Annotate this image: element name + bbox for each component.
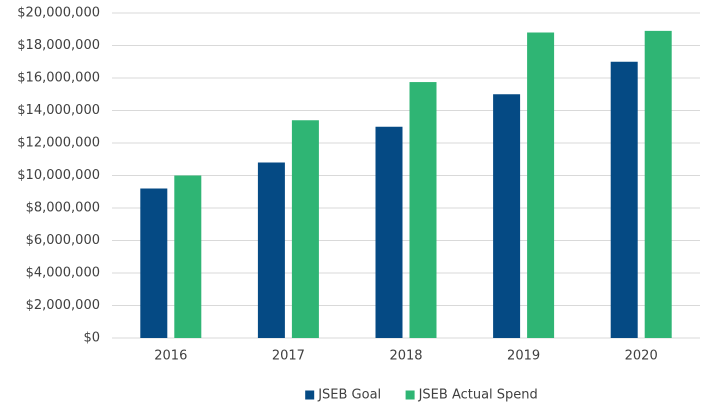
y-tick-label: $10,000,000 — [17, 168, 100, 183]
x-tick-label: 2016 — [154, 349, 187, 364]
y-tick-label: $6,000,000 — [26, 233, 100, 248]
x-tick-label: 2019 — [507, 349, 540, 364]
bar — [375, 126, 403, 338]
bar — [493, 94, 521, 338]
bar — [174, 175, 202, 338]
y-tick-label: $0 — [83, 331, 100, 346]
bar — [291, 120, 319, 338]
legend-swatch — [305, 390, 315, 400]
y-tick-label: $12,000,000 — [17, 136, 100, 151]
legend-label: JSEB Goal — [317, 388, 381, 403]
y-tick-label: $20,000,000 — [17, 6, 100, 21]
bar — [527, 32, 555, 338]
legend-swatch — [405, 390, 415, 400]
x-tick-label: 2017 — [272, 349, 305, 364]
bar — [610, 61, 638, 338]
bar — [409, 82, 437, 338]
y-tick-label: $8,000,000 — [26, 201, 100, 216]
x-tick-label: 2018 — [389, 349, 422, 364]
y-tick-label: $4,000,000 — [26, 266, 100, 281]
bar — [257, 162, 285, 338]
x-tick-label: 2020 — [625, 349, 658, 364]
y-tick-label: $2,000,000 — [26, 298, 100, 313]
y-tick-label: $16,000,000 — [17, 71, 100, 86]
y-tick-label: $18,000,000 — [17, 38, 100, 53]
bar — [644, 30, 672, 338]
y-tick-label: $14,000,000 — [17, 103, 100, 118]
legend-label: JSEB Actual Spend — [418, 388, 538, 403]
bar — [140, 188, 168, 338]
